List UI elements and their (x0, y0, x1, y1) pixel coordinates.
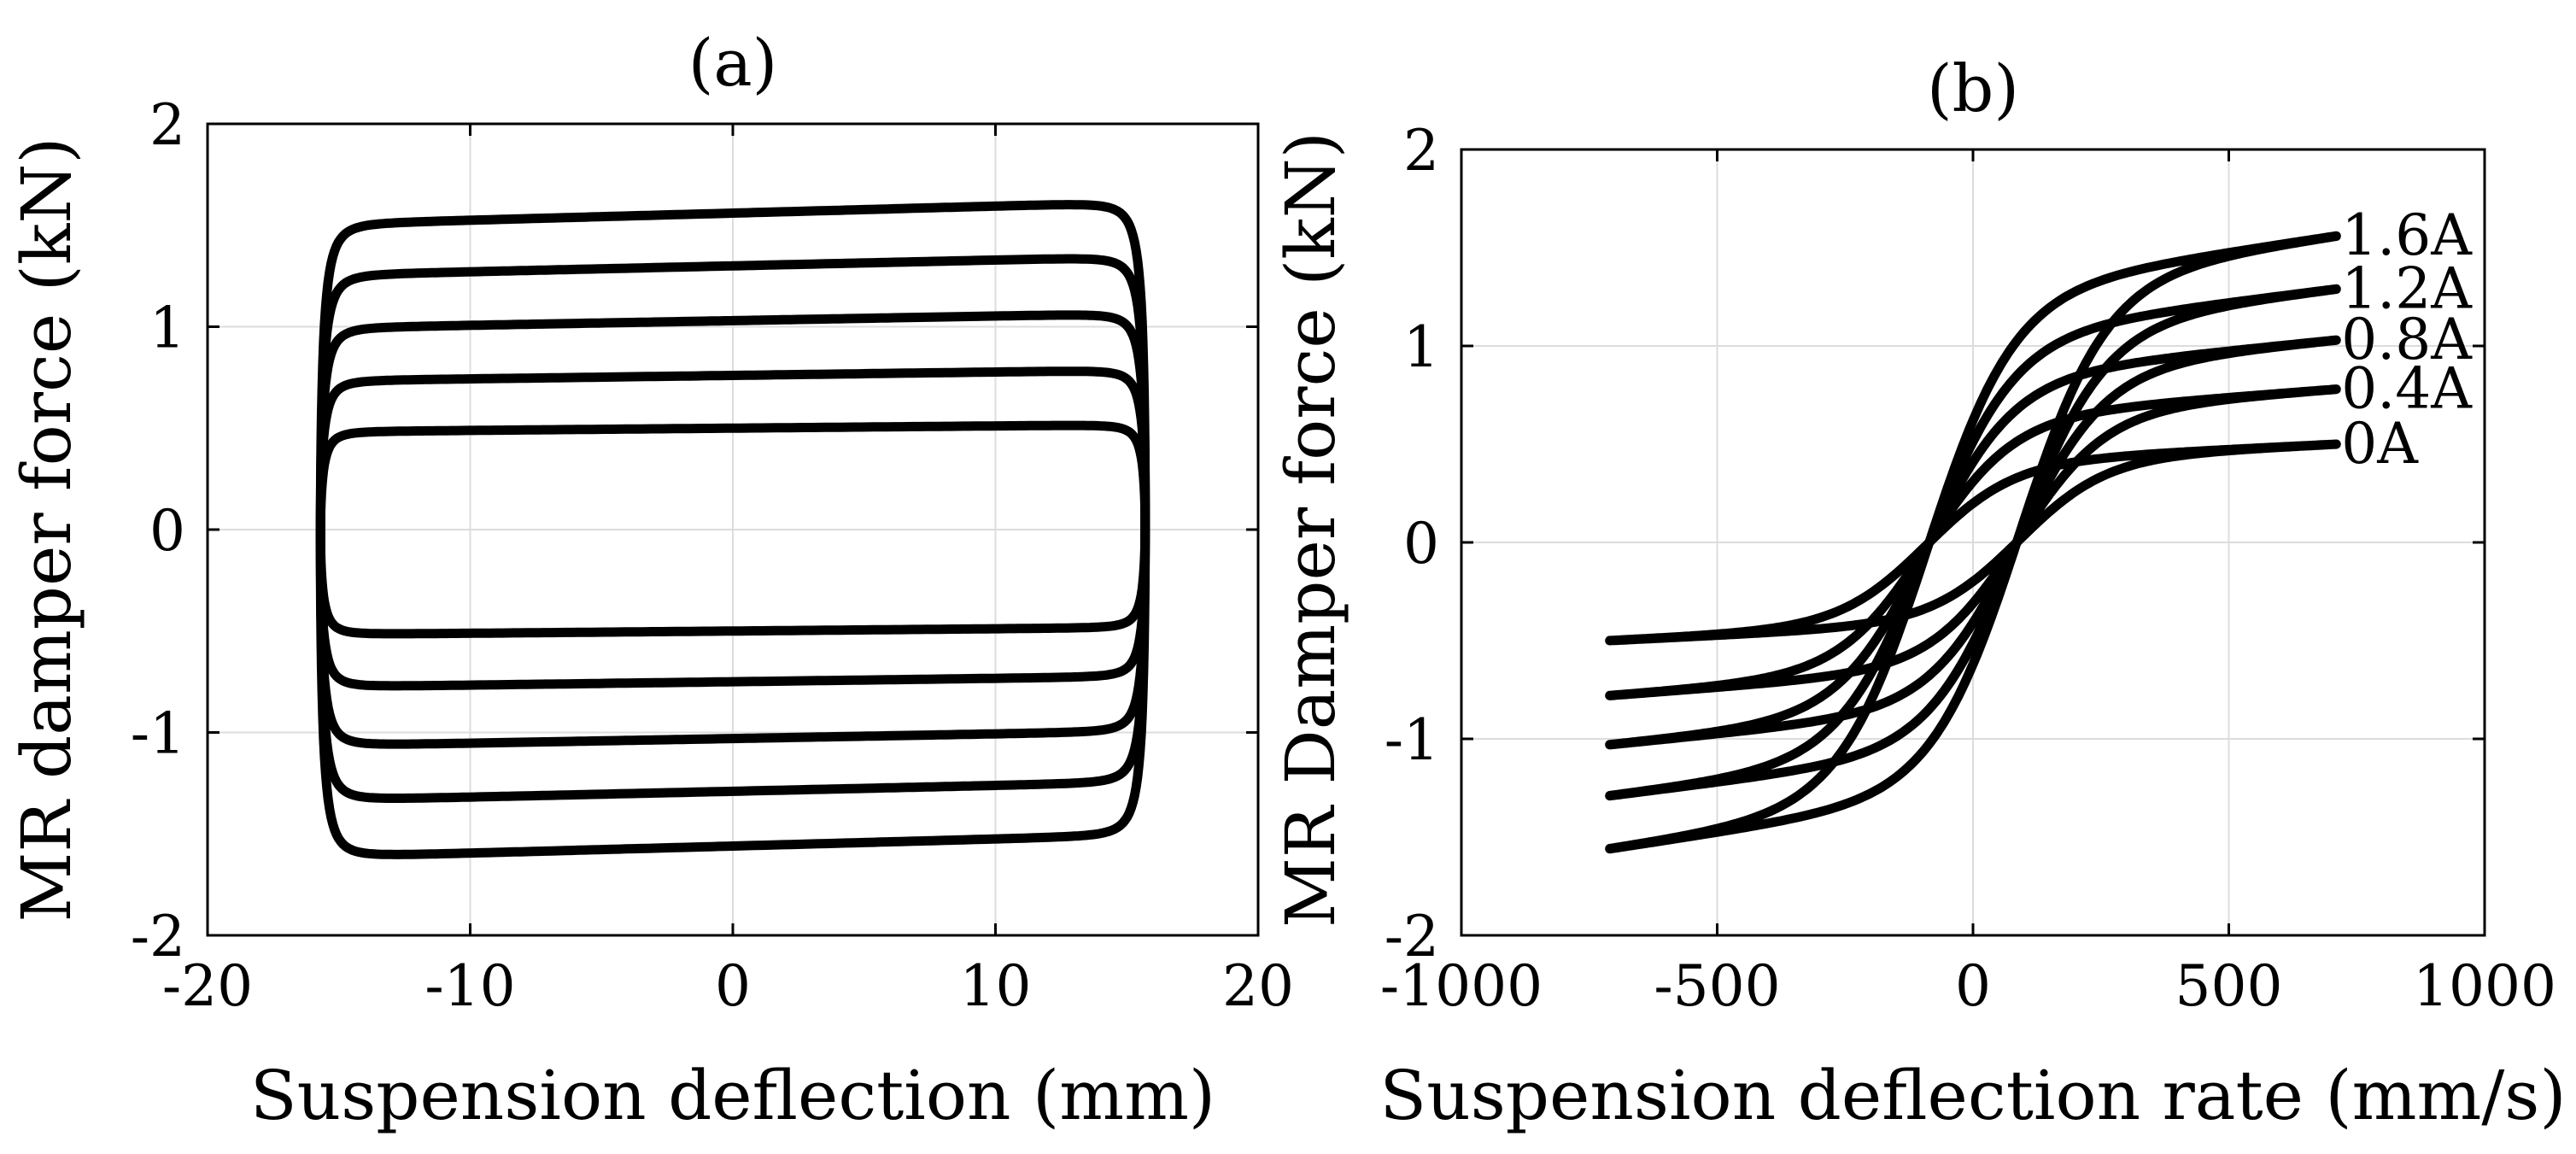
y-tick-label: 1 (1403, 314, 1439, 380)
y-tick-label: 2 (149, 92, 185, 158)
x-tick-label: -500 (1654, 953, 1780, 1019)
curve-label-1-2A: 1.2A (2341, 255, 2473, 321)
x-tick-label: -1000 (1380, 953, 1543, 1019)
x-tick-label: 0 (715, 953, 751, 1019)
y-tick-label: -2 (1385, 904, 1439, 969)
panel-b: -1000 -500 0 500 1000 -2 -1 0 1 2 (b) Suspension de… (1271, 50, 2567, 1135)
velocity-loop-1-2A (1605, 284, 2341, 801)
curve-label-0A: 0A (2341, 411, 2419, 477)
velocity-loop-0A (1605, 439, 2341, 646)
x-tick-label: 500 (2175, 953, 2283, 1019)
y-tick-label: 2 (1403, 118, 1439, 184)
curve-label-0-4A: 0.4A (2341, 356, 2473, 422)
y-tick-label: -2 (131, 904, 185, 969)
hysteresis-loop-0-8A (315, 310, 1150, 749)
x-tick-label: 1000 (2413, 953, 2556, 1019)
panel-title: (b) (1927, 50, 2019, 126)
x-tick-label: 0 (1955, 953, 1991, 1019)
x-axis-title: Suspension deflection rate (mm/s) (1379, 1056, 2566, 1135)
y-tick-label: 1 (149, 296, 185, 361)
velocity-loop-0-8A (1605, 335, 2341, 750)
velocity-loop-1-6A (1605, 231, 2341, 854)
hysteresis-loop-0-4A (315, 366, 1150, 691)
hysteresis-loop-1-6A (315, 200, 1150, 859)
y-tick-label: 0 (149, 498, 185, 564)
y-axis-title: MR damper force (kN) (7, 137, 86, 922)
hysteresis-loop-1-2A (315, 254, 1150, 803)
x-tick-label: 10 (960, 953, 1032, 1019)
hysteresis-loop-0A (315, 420, 1150, 639)
y-tick-label: -1 (1385, 707, 1439, 773)
panel-title: (a) (688, 25, 778, 101)
curve-label-1-6A: 1.6A (2341, 202, 2473, 268)
x-tick-label: -20 (162, 953, 253, 1019)
x-tick-label: 20 (1222, 953, 1294, 1019)
x-tick-label: -10 (424, 953, 515, 1019)
y-axis-title: MR Damper force (kN) (1271, 132, 1350, 928)
x-axis-title: Suspension deflection (mm) (250, 1056, 1215, 1135)
y-tick-label: 0 (1403, 511, 1439, 577)
y-tick-label: -1 (131, 701, 185, 767)
curve-label-0-8A: 0.8A (2341, 307, 2473, 372)
